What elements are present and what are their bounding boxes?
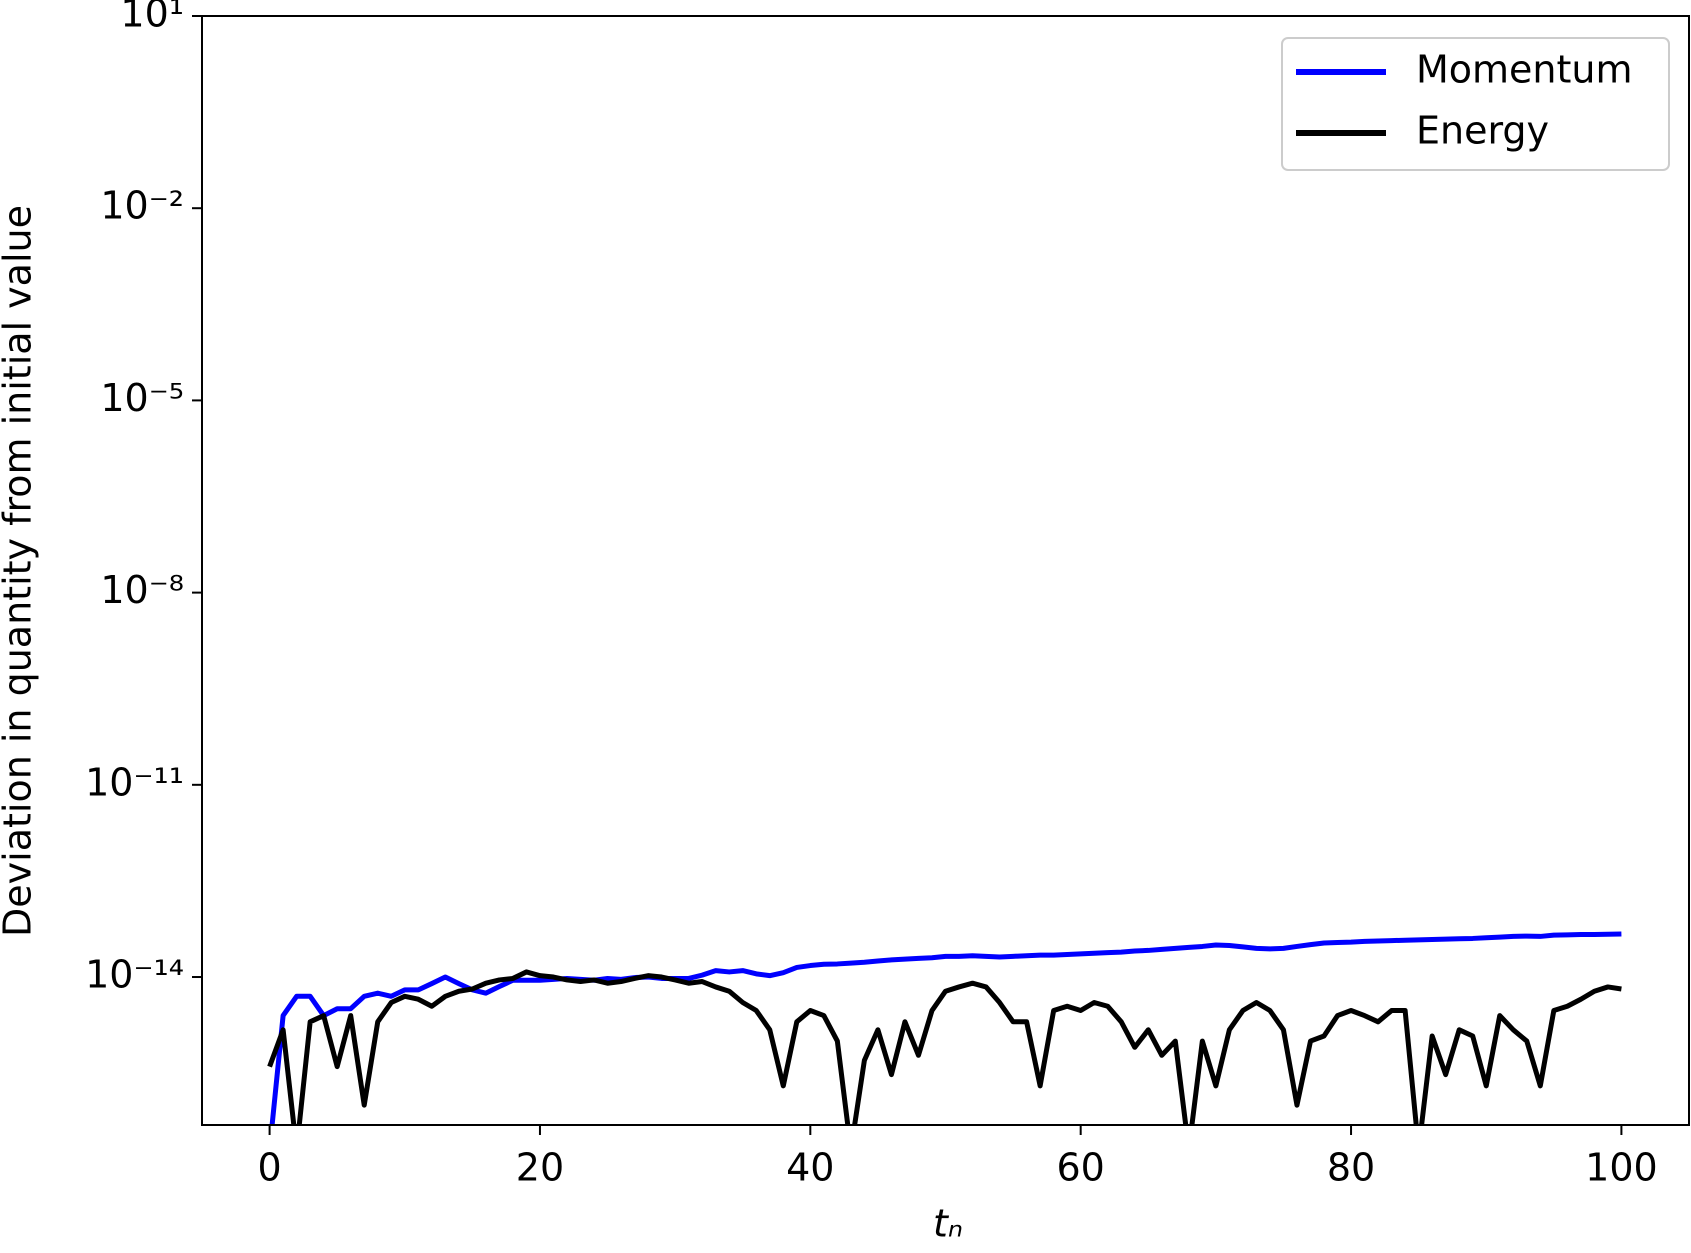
x-tick-label: 40 xyxy=(786,1146,834,1190)
y-axis-label: Deviation in quantity from initial value xyxy=(0,205,40,937)
plot-area xyxy=(267,931,1622,1125)
plot-frame xyxy=(201,15,1690,1126)
x-tick-label: 60 xyxy=(1057,1146,1105,1190)
x-tick-label: 20 xyxy=(516,1146,564,1190)
data-line xyxy=(269,931,1622,1125)
x-tick-label: 80 xyxy=(1327,1146,1375,1190)
y-tick-label: 10¹ xyxy=(120,0,184,36)
y-tick-label: 10⁻¹¹ xyxy=(85,760,184,804)
x-axis-label: tₙ xyxy=(933,1202,963,1246)
y-tick-label: 10⁻¹⁴ xyxy=(85,953,184,997)
y-tick-label: 10⁻⁸ xyxy=(100,568,184,612)
y-tick-label: 10⁻² xyxy=(100,184,184,228)
x-tick-label: 0 xyxy=(257,1146,281,1190)
data-line xyxy=(267,969,1622,1125)
x-tick-label: 100 xyxy=(1585,1146,1658,1190)
legend-label: Momentum xyxy=(1416,48,1633,92)
legend-label: Energy xyxy=(1416,109,1549,153)
y-tick-label: 10⁻⁵ xyxy=(100,376,184,420)
